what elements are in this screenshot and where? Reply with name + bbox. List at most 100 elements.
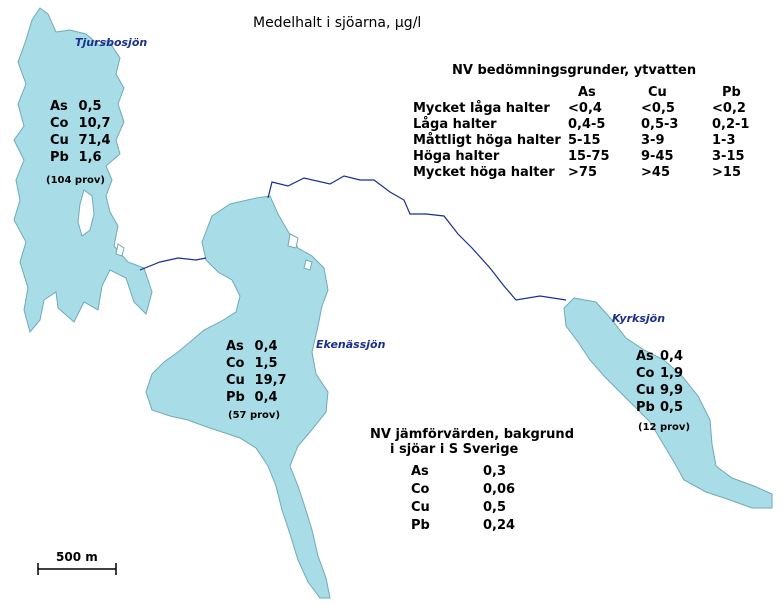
- island-ekenassjon-small: [303, 259, 313, 271]
- island-ekenassjon: [287, 233, 299, 249]
- criteria-value: <0,5: [641, 101, 675, 116]
- metal-value: 0,4: [254, 339, 278, 354]
- criteria-row-label: Måttligt höga halter: [413, 133, 561, 148]
- criteria-value: 3-9: [641, 133, 665, 148]
- metal-row: Cu 71,4: [50, 132, 111, 149]
- metal-row: Cu 19,7: [226, 372, 287, 389]
- background-title-line2: i sjöar i S Sverige: [390, 442, 519, 457]
- criteria-value: >15: [712, 165, 741, 180]
- background-row: Pb 0,24: [411, 517, 551, 535]
- samples-tjursbosjon: (104 prov): [46, 175, 105, 186]
- background-value: 0,24: [483, 518, 516, 533]
- background-value: 0,3: [483, 464, 507, 479]
- lake-kyrksjon-shape: [563, 297, 773, 509]
- criteria-row: Mycket låga halter <0,4 <0,5 <0,2: [413, 101, 778, 117]
- background-row: Co 0,06: [411, 481, 551, 499]
- metal-element: As: [50, 99, 68, 114]
- metals-kyrksjon: As 0,4 Co 1,9 Cu 9,9 Pb 0,5: [636, 348, 683, 416]
- criteria-value: 0,2-1: [712, 117, 750, 132]
- metals-ekenassjon: As 0,4 Co 1,5 Cu 19,7 Pb 0,4: [226, 338, 287, 406]
- metal-row: Co 10,7: [50, 115, 111, 132]
- criteria-value: <0,2: [712, 101, 746, 116]
- metal-element: Co: [226, 356, 245, 371]
- metal-row: Cu 9,9: [636, 382, 683, 399]
- background-title-line1: NV jämförvärden, bakgrund: [370, 427, 574, 442]
- criteria-value: 0,4-5: [568, 117, 606, 132]
- criteria-header-row: As Cu Pb: [413, 85, 778, 101]
- lake-name-tjursbosjon: Tjursbosjön: [75, 36, 148, 49]
- criteria-row-label: Höga halter: [413, 149, 500, 164]
- metal-value: 9,9: [660, 383, 684, 398]
- metal-value: 19,7: [254, 373, 287, 388]
- metal-row: Pb 1,6: [50, 149, 111, 166]
- metal-element: Pb: [50, 150, 69, 165]
- criteria-col-cu: Cu: [648, 85, 667, 100]
- background-element: Pb: [411, 518, 430, 533]
- criteria-value: 0,5-3: [641, 117, 679, 132]
- background-row: As 0,3: [411, 463, 551, 481]
- stream-tjursbosjon-ekenassjon: [139, 257, 207, 271]
- background-row: Cu 0,5: [411, 499, 551, 517]
- metal-value: 0,5: [660, 400, 684, 415]
- metal-value: 0,5: [78, 99, 102, 114]
- background-value: 0,06: [483, 482, 516, 497]
- criteria-row-label: Låga halter: [413, 117, 497, 132]
- lake-name-ekenassjon: Ekenässjön: [316, 338, 386, 351]
- criteria-row: Måttligt höga halter 5-15 3-9 1-3: [413, 133, 778, 149]
- criteria-row: Höga halter 15-75 9-45 3-15: [413, 149, 778, 165]
- metal-row: Co 1,9: [636, 365, 683, 382]
- criteria-value: 1-3: [712, 133, 736, 148]
- criteria-value: 15-75: [568, 149, 610, 164]
- metal-value: 10,7: [78, 116, 111, 131]
- stream-ekenassjon-kyrksjon: [267, 175, 567, 301]
- metal-value: 71,4: [78, 133, 111, 148]
- criteria-title: NV bedömningsgrunder, ytvatten: [452, 63, 697, 78]
- lake-name-kyrksjon: Kyrksjön: [612, 312, 666, 325]
- metal-element: Co: [636, 366, 655, 381]
- criteria-table: As Cu Pb Mycket låga halter <0,4 <0,5 <0…: [413, 85, 778, 181]
- criteria-value: 5-15: [568, 133, 601, 148]
- criteria-row: Mycket höga halter >75 >45 >15: [413, 165, 778, 181]
- metal-element: Pb: [636, 400, 655, 415]
- lake-tjursbosjon-shape: [13, 7, 153, 334]
- criteria-value: 9-45: [641, 149, 674, 164]
- metal-row: Pb 0,5: [636, 399, 683, 416]
- metal-element: Cu: [636, 383, 655, 398]
- samples-kyrksjon: (12 prov): [638, 422, 691, 433]
- map-title: Medelhalt i sjöarna, µg/l: [253, 15, 422, 31]
- lake-ekenassjon-shape: [145, 195, 331, 599]
- background-element: Co: [411, 482, 430, 497]
- background-table: As 0,3 Co 0,06 Cu 0,5 Pb 0,24: [411, 463, 551, 535]
- samples-ekenassjon: (57 prov): [228, 410, 281, 421]
- criteria-row: Låga halter 0,4-5 0,5-3 0,2-1: [413, 117, 778, 133]
- background-element: Cu: [411, 500, 430, 515]
- metal-element: Pb: [226, 390, 245, 405]
- criteria-row-label: Mycket höga halter: [413, 165, 555, 180]
- metal-value: 0,4: [660, 349, 684, 364]
- criteria-col-as: As: [578, 85, 596, 100]
- metal-row: As 0,4: [636, 348, 683, 365]
- metal-element: Cu: [226, 373, 245, 388]
- criteria-value: >45: [641, 165, 670, 180]
- metal-element: As: [226, 339, 244, 354]
- metal-value: 1,9: [660, 366, 684, 381]
- scale-bar: [37, 563, 117, 575]
- metal-element: Cu: [50, 133, 69, 148]
- metals-tjursbosjon: As 0,5 Co 10,7 Cu 71,4 Pb 1,6: [50, 98, 111, 166]
- criteria-row-label: Mycket låga halter: [413, 101, 550, 116]
- metal-value: 1,5: [254, 356, 278, 371]
- criteria-value: >75: [568, 165, 597, 180]
- metal-row: As 0,4: [226, 338, 287, 355]
- criteria-col-pb: Pb: [722, 85, 741, 100]
- criteria-value: <0,4: [568, 101, 602, 116]
- metal-row: Pb 0,4: [226, 389, 287, 406]
- island-tjursbosjon: [77, 189, 95, 237]
- background-value: 0,5: [483, 500, 507, 515]
- island-tjursbosjon-small: [115, 243, 125, 257]
- scale-label: 500 m: [56, 550, 98, 564]
- metal-value: 0,4: [254, 390, 278, 405]
- metal-value: 1,6: [78, 150, 102, 165]
- metal-element: As: [636, 349, 654, 364]
- metal-row: Co 1,5: [226, 355, 287, 372]
